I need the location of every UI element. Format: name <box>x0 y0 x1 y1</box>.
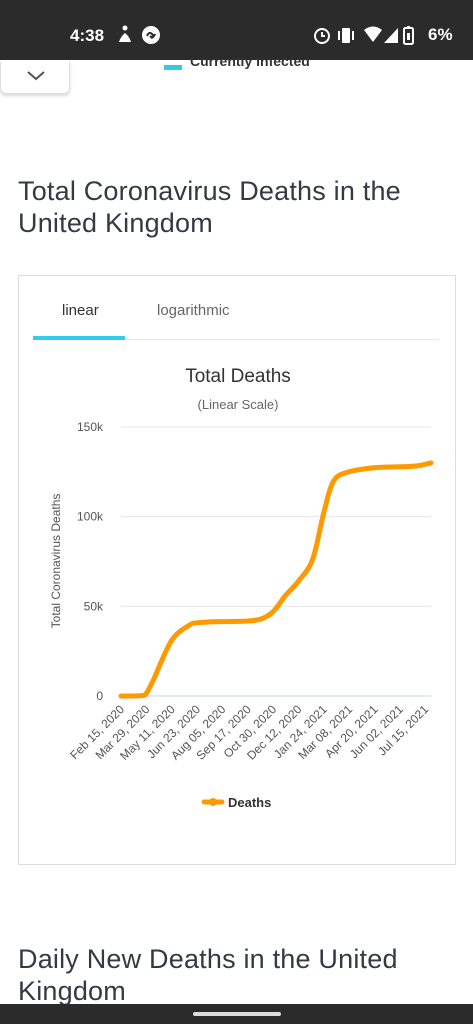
legend-deaths[interactable]: Deaths <box>201 795 271 810</box>
battery-icon <box>403 26 414 45</box>
y-axis-label: Total Coronavirus Deaths <box>49 494 63 629</box>
series-line-deaths <box>118 460 434 699</box>
home-gesture-handle[interactable] <box>193 1012 281 1016</box>
y-tick-label: 150k <box>77 420 104 434</box>
legend-label: Currently Infected <box>190 58 310 69</box>
y-tick-label: 100k <box>77 510 104 524</box>
shazam-icon <box>142 26 160 44</box>
y-tick-label: 0 <box>96 689 103 703</box>
wifi-icon <box>364 26 382 42</box>
legend-swatch <box>164 65 182 70</box>
system-icons: 6% <box>312 24 453 46</box>
legend-marker-deaths <box>209 798 217 806</box>
total-deaths-chart: Total Deaths (Linear Scale) Total Corona… <box>49 366 434 810</box>
alarm-icon <box>314 28 330 44</box>
tab-logarithmic[interactable]: logarithmic <box>157 302 230 319</box>
status-bar: 4:38 <box>0 0 473 60</box>
chart-subtitle: (Linear Scale) <box>198 397 279 412</box>
accessibility-icon <box>119 25 131 42</box>
previous-chart-legend: Currently Infected <box>164 58 310 72</box>
series <box>118 460 434 699</box>
vibrate-icon <box>338 28 354 43</box>
chart-card: linear logarithmic Total Deaths (Linear … <box>18 275 456 865</box>
chart-title: Total Deaths <box>185 366 291 387</box>
chart-tabs: linear logarithmic <box>33 294 439 340</box>
notification-icons <box>116 24 166 51</box>
battery-percent: 6% <box>428 25 453 44</box>
status-time: 4:38 <box>70 26 105 45</box>
y-ticks: 0 50k 100k 150k <box>77 420 104 703</box>
section-title-daily: Daily New Deaths in the United Kingdom <box>18 944 398 1006</box>
active-tab-indicator <box>33 336 125 340</box>
y-tick-label: 50k <box>84 599 104 613</box>
legend-label-deaths: Deaths <box>228 795 271 810</box>
collapse-button[interactable] <box>0 62 70 94</box>
tab-linear[interactable]: linear <box>62 302 99 319</box>
section-title: Total Coronavirus Deaths in the United K… <box>18 176 401 238</box>
chevron-down-icon <box>27 71 45 81</box>
signal-icon <box>384 28 398 43</box>
